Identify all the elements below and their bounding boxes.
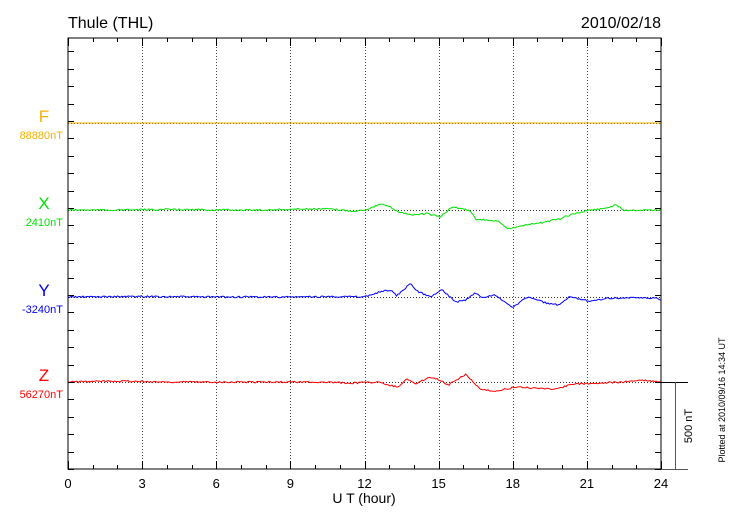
baseline-value-y: -3240nT <box>22 304 63 316</box>
grid <box>68 38 661 469</box>
axis-ticks <box>68 38 662 470</box>
date-label: 2010/02/18 <box>581 15 661 32</box>
baseline-value-f: 88880nT <box>20 130 64 142</box>
x-tick-label: 9 <box>287 476 294 491</box>
component-name-f: F <box>39 107 49 126</box>
plot-frame <box>67 37 662 470</box>
baseline-value-z: 56270nT <box>20 389 64 401</box>
scale-bar: 500 nT <box>661 382 695 470</box>
x-tick-label: 24 <box>654 476 668 491</box>
x-tick-label: 15 <box>431 476 445 491</box>
x-axis-label: U T (hour) <box>332 490 395 506</box>
component-labels: F 88880nT X 2410nT Y -3240nT Z 56270nT <box>20 107 64 401</box>
series-line-z <box>67 373 661 392</box>
x-tick-label: 18 <box>506 476 520 491</box>
x-tick-label: 0 <box>64 476 71 491</box>
x-tick-label: 21 <box>580 476 594 491</box>
component-name-x: X <box>38 194 49 213</box>
x-tick-label: 3 <box>139 476 146 491</box>
series-line-x <box>67 203 661 230</box>
x-tick-label: 6 <box>213 476 220 491</box>
plotted-timestamp: Plotted at 2010/09/16 14:34 UT <box>717 337 727 463</box>
component-name-z: Z <box>39 366 49 385</box>
x-tick-label: 12 <box>357 476 371 491</box>
station-title: Thule (THL) <box>68 15 153 32</box>
curves <box>67 122 661 392</box>
x-tick-labels: 0 3 6 9 12 15 18 21 24 <box>64 476 668 491</box>
component-name-y: Y <box>38 281 49 300</box>
series-line-y <box>67 283 661 308</box>
scale-bar-label: 500 nT <box>683 409 695 444</box>
baseline-value-x: 2410nT <box>26 217 64 229</box>
